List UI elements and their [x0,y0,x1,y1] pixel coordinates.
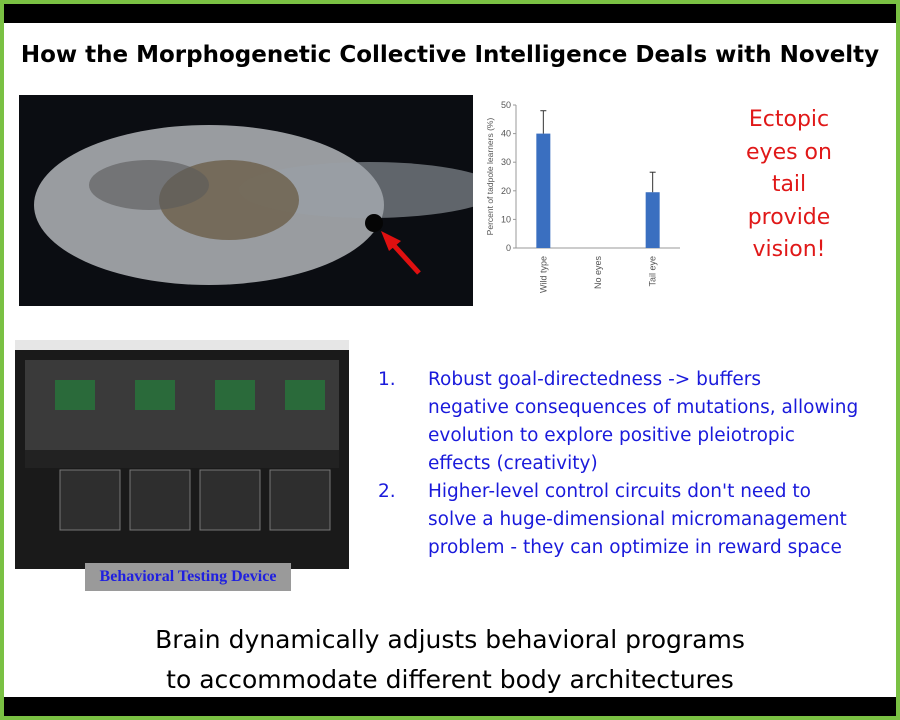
y-tick-label: 50 [501,100,511,110]
item-line: Robust goal-directedness -> buffers [428,369,761,390]
item-number: 1. [378,369,396,390]
item-line: Higher-level control circuits don't need… [428,481,811,502]
conclusion-text: Brain dynamically adjusts behavioral pro… [4,620,896,700]
y-tick-label: 20 [501,186,511,196]
x-tick-label: Tail eye [648,256,658,287]
device-caption: Behavioral Testing Device [85,563,291,591]
item-line: negative consequences of mutations, allo… [428,397,859,418]
note-line: eyes on [746,139,832,165]
bottom-bar [4,697,896,716]
bar [536,133,551,248]
y-tick-label: 0 [506,243,511,253]
item-line: problem - they can optimize in reward sp… [428,537,842,558]
list-item: 1. Robust goal-directedness -> buffers n… [374,366,894,478]
key-points-list: 1. Robust goal-directedness -> buffers n… [374,366,894,562]
bar [645,192,660,248]
behavioral-device-photo [15,340,349,569]
slide-title: How the Morphogenetic Collective Intelli… [20,42,880,68]
slide: How the Morphogenetic Collective Intelli… [4,4,896,716]
item-line: solve a huge-dimensional micromanagement [428,509,847,530]
x-tick-label: No eyes [593,256,603,290]
note-line: vision! [752,237,826,262]
conclusion-line: Brain dynamically adjusts behavioral pro… [155,625,745,654]
top-bar [4,4,896,23]
note-line: Ectopic [748,107,830,132]
item-number: 2. [378,481,396,502]
item-line: effects (creativity) [428,453,598,474]
y-axis-label: Percent of tadpole learners (%) [485,118,495,236]
ectopic-eyes-note: Ectopic eyes on tail provide vision! [709,104,869,267]
list-item: 2. Higher-level control circuits don't n… [374,478,894,562]
note-line: tail [771,172,807,197]
conclusion-line: to accommodate different body architectu… [166,665,734,694]
tadpole-photo [19,95,473,306]
y-tick-label: 30 [501,157,511,167]
item-line: evolution to explore positive pleiotropi… [428,425,795,446]
y-tick-label: 40 [501,129,511,139]
learners-bar-chart: 0 10 20 30 40 50 Percent of tadpole learners (… [485,100,680,293]
y-tick-label: 10 [501,214,511,224]
note-line: provide [747,204,831,230]
x-tick-label: Wild type [538,256,548,293]
